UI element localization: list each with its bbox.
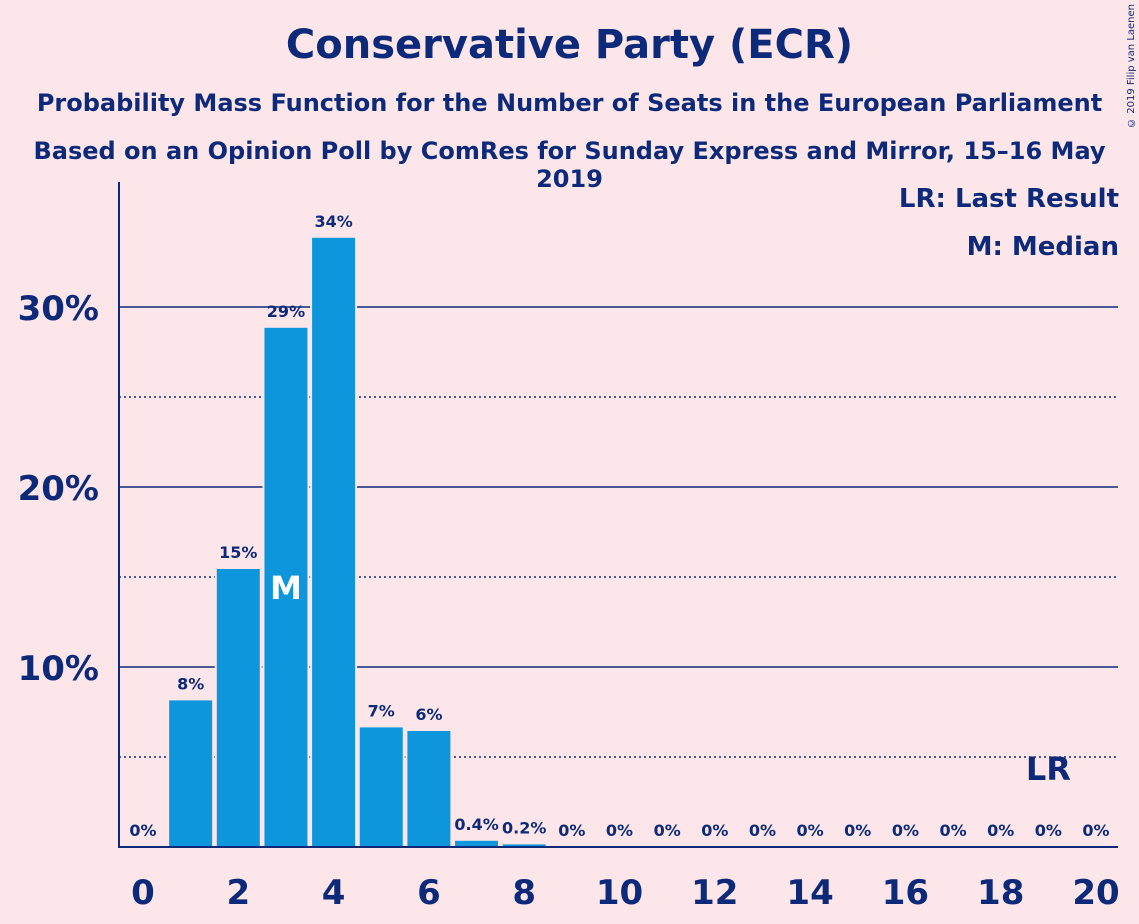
x-tick-label: 6 <box>417 873 441 913</box>
data-label: 8% <box>177 674 204 693</box>
x-tick-label: 16 <box>882 873 929 913</box>
chart-source: Based on an Opinion Poll by ComRes for S… <box>33 137 1106 193</box>
legend-last-result: LR: Last Result <box>898 184 1119 214</box>
data-label: 0% <box>654 821 681 840</box>
data-label: 6% <box>415 705 442 724</box>
bar-seats-2 <box>214 567 262 848</box>
x-tick-label: 4 <box>322 873 346 913</box>
data-label: 0% <box>939 821 966 840</box>
bar-seats-5 <box>357 725 405 849</box>
data-label: 0% <box>797 821 824 840</box>
data-label: 0% <box>844 821 871 840</box>
x-tick-label: 20 <box>1072 873 1119 913</box>
data-label: 0% <box>606 821 633 840</box>
data-label: 0% <box>1035 821 1062 840</box>
data-label: 0% <box>129 821 156 840</box>
last-result-marker: LR <box>1026 750 1071 788</box>
legend-median: M: Median <box>966 232 1119 262</box>
bar-seats-7 <box>453 838 501 848</box>
x-tick-label: 10 <box>596 873 643 913</box>
x-tick-label: 12 <box>691 873 738 913</box>
y-tick-label: 10% <box>18 649 99 689</box>
data-label: 0% <box>987 821 1014 840</box>
data-label: 0.2% <box>502 818 546 837</box>
x-tick-label: 18 <box>977 873 1024 913</box>
data-label: 0% <box>1082 821 1109 840</box>
data-label: 0.4% <box>454 815 498 834</box>
data-label: 7% <box>368 701 395 720</box>
data-label: 0% <box>558 821 585 840</box>
chart-subtitle: Probability Mass Function for the Number… <box>36 89 1103 117</box>
x-tick-label: 8 <box>512 873 536 913</box>
data-label: 15% <box>219 543 257 562</box>
y-tick-label: 20% <box>18 469 99 509</box>
bar-seats-1 <box>167 698 215 849</box>
chart-title: Conservative Party (ECR) <box>285 22 854 68</box>
data-label: 0% <box>749 821 776 840</box>
bar-seats-4 <box>310 235 358 849</box>
bar-seats-6 <box>405 729 453 848</box>
x-tick-label: 14 <box>786 873 833 913</box>
x-tick-label: 0 <box>131 873 155 913</box>
data-label: 34% <box>314 212 352 231</box>
x-tick-label: 2 <box>226 873 250 913</box>
y-tick-label: 30% <box>18 289 99 329</box>
median-marker: M <box>270 569 302 607</box>
data-label: 29% <box>267 302 305 321</box>
data-label: 0% <box>892 821 919 840</box>
data-label: 0% <box>701 821 728 840</box>
